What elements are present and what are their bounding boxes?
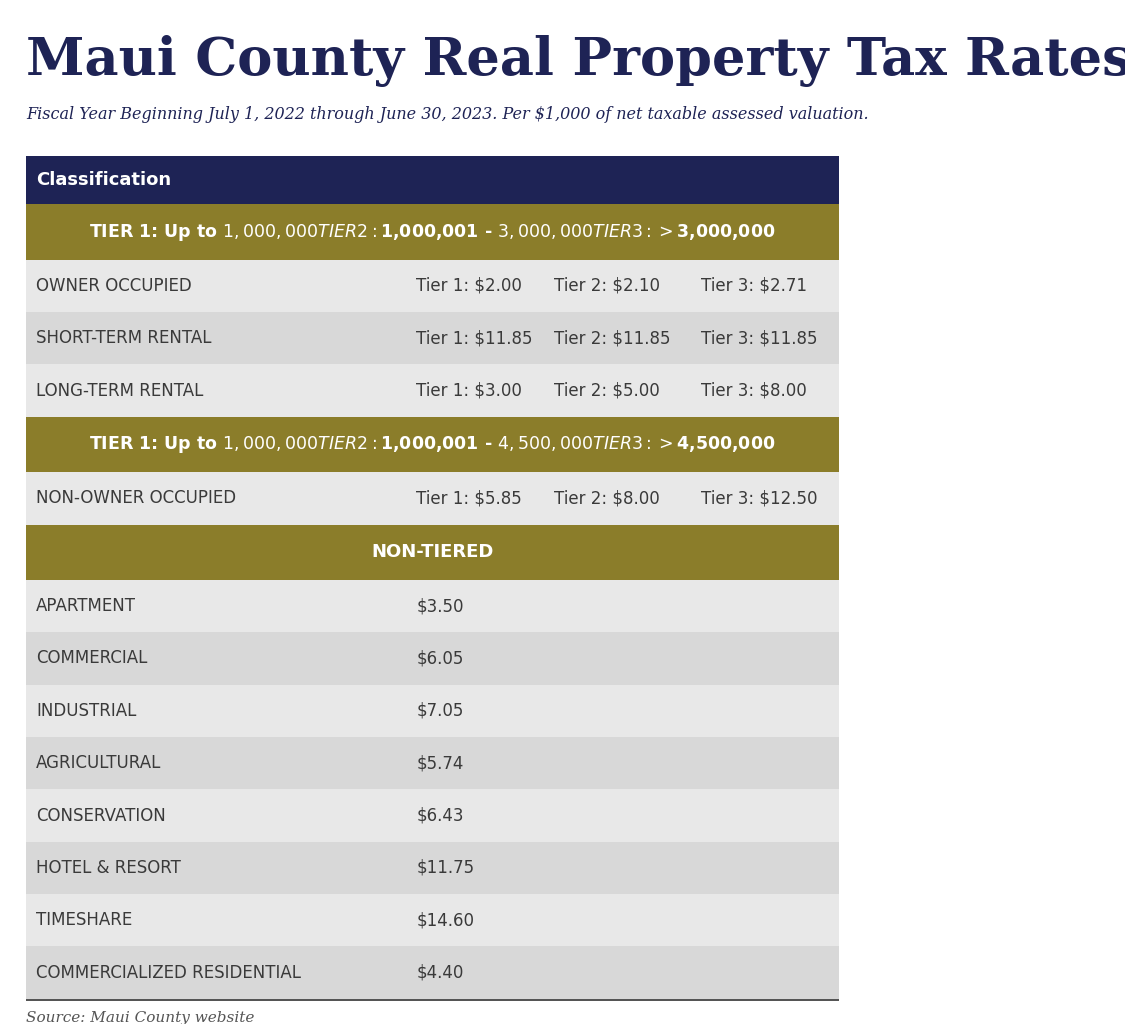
Bar [26, 580, 839, 632]
Text: $6.43: $6.43 [416, 807, 464, 824]
Text: $7.05: $7.05 [416, 701, 464, 720]
Text: $6.05: $6.05 [416, 649, 464, 668]
Text: LONG-TERM RENTAL: LONG-TERM RENTAL [36, 382, 204, 399]
Text: Tier 2: $8.00: Tier 2: $8.00 [555, 489, 660, 507]
Text: TIER 1: Up to $1,000,000  TIER 2: $1,000,001 - $4,500,000  TIER 3: > $4,500,000: TIER 1: Up to $1,000,000 TIER 2: $1,000,… [89, 434, 775, 455]
Text: Source: Maui County website: Source: Maui County website [26, 1011, 254, 1024]
Text: Tier 2: $2.10: Tier 2: $2.10 [555, 276, 660, 295]
Text: $11.75: $11.75 [416, 859, 475, 877]
Text: APARTMENT: APARTMENT [36, 597, 136, 615]
Bar [26, 894, 839, 946]
Bar [26, 998, 839, 1000]
Text: Tier 1: $5.85: Tier 1: $5.85 [416, 489, 522, 507]
Text: $4.40: $4.40 [416, 964, 464, 982]
Text: $5.74: $5.74 [416, 755, 464, 772]
Bar [26, 156, 839, 205]
Bar [26, 524, 839, 580]
Text: Tier 1: $3.00: Tier 1: $3.00 [416, 382, 522, 399]
Text: Tier 3: $11.85: Tier 3: $11.85 [701, 330, 817, 347]
Text: Maui County Real Property Tax Rates: Maui County Real Property Tax Rates [26, 35, 1125, 87]
Bar [26, 260, 839, 312]
Text: HOTEL & RESORT: HOTEL & RESORT [36, 859, 181, 877]
Text: Tier 2: $11.85: Tier 2: $11.85 [555, 330, 670, 347]
Text: Tier 3: $8.00: Tier 3: $8.00 [701, 382, 807, 399]
Bar [26, 946, 839, 998]
Bar [26, 417, 839, 472]
Bar [26, 365, 839, 417]
Bar [26, 737, 839, 790]
Text: CONSERVATION: CONSERVATION [36, 807, 166, 824]
Bar [26, 842, 839, 894]
Text: Tier 2: $5.00: Tier 2: $5.00 [555, 382, 660, 399]
Text: COMMERCIALIZED RESIDENTIAL: COMMERCIALIZED RESIDENTIAL [36, 964, 302, 982]
Text: NON-TIERED: NON-TIERED [371, 544, 494, 561]
Text: NON-OWNER OCCUPIED: NON-OWNER OCCUPIED [36, 489, 236, 507]
Text: SHORT-TERM RENTAL: SHORT-TERM RENTAL [36, 330, 212, 347]
Text: TIER 1: Up to $1,000,000  TIER 2: $1,000,001 - $3,000,000  TIER 3: > $3,000,000: TIER 1: Up to $1,000,000 TIER 2: $1,000,… [89, 221, 775, 243]
Text: $14.60: $14.60 [416, 911, 475, 929]
Bar [26, 205, 839, 260]
Text: Classification: Classification [36, 171, 171, 189]
Bar [26, 632, 839, 685]
Bar [26, 472, 839, 524]
Text: $3.50: $3.50 [416, 597, 464, 615]
Text: Tier 1: $2.00: Tier 1: $2.00 [416, 276, 522, 295]
Text: COMMERCIAL: COMMERCIAL [36, 649, 147, 668]
Text: Tier 3: $12.50: Tier 3: $12.50 [701, 489, 817, 507]
Bar [26, 685, 839, 737]
Bar [26, 790, 839, 842]
Text: Tier 3: $2.71: Tier 3: $2.71 [701, 276, 807, 295]
Text: OWNER OCCUPIED: OWNER OCCUPIED [36, 276, 192, 295]
Text: AGRICULTURAL: AGRICULTURAL [36, 755, 162, 772]
Text: INDUSTRIAL: INDUSTRIAL [36, 701, 137, 720]
Text: TIMESHARE: TIMESHARE [36, 911, 133, 929]
Bar [26, 312, 839, 365]
Text: Fiscal Year Beginning July 1, 2022 through June 30, 2023. Per $1,000 of net taxa: Fiscal Year Beginning July 1, 2022 throu… [26, 105, 868, 123]
Text: Tier 1: $11.85: Tier 1: $11.85 [416, 330, 533, 347]
